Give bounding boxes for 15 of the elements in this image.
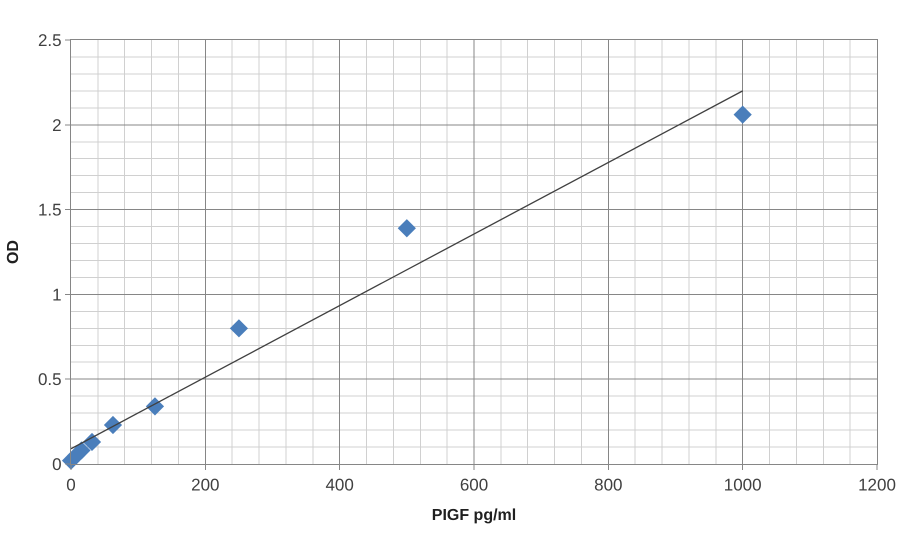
- x-tick-label: 200: [191, 475, 220, 494]
- y-axis-title: OD: [4, 240, 22, 264]
- x-axis-title: PIGF pg/ml: [432, 507, 516, 524]
- x-tick-label: 1200: [858, 475, 896, 494]
- x-tick-label: 600: [460, 475, 488, 494]
- x-tick-label: 1000: [724, 475, 762, 494]
- x-tick-label: 400: [325, 475, 354, 494]
- x-tick-label: 800: [594, 475, 623, 494]
- y-tick-label: 1: [52, 285, 62, 304]
- y-tick-label: 1.5: [38, 200, 62, 220]
- y-tick-label: 2: [52, 116, 62, 135]
- y-tick-label: 0.5: [38, 370, 62, 390]
- x-tick-label: 0: [66, 475, 76, 494]
- y-tick-label: 0: [52, 454, 62, 474]
- y-tick-label: 2.5: [38, 30, 62, 50]
